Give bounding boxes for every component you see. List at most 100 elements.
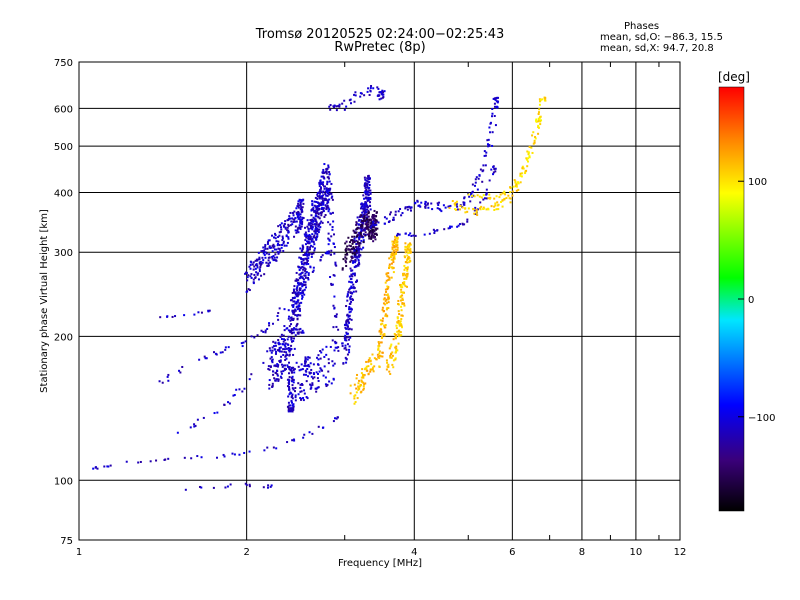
data-point — [399, 296, 402, 299]
data-point — [493, 197, 496, 200]
data-point — [184, 488, 187, 491]
data-point — [353, 274, 356, 277]
data-point — [298, 268, 301, 271]
data-point — [304, 364, 307, 367]
data-point — [287, 349, 290, 352]
data-point — [278, 251, 281, 254]
data-point — [344, 323, 347, 326]
data-point — [379, 333, 382, 336]
data-point — [290, 367, 293, 370]
data-point — [321, 254, 324, 257]
data-point — [288, 347, 291, 350]
data-point — [304, 243, 307, 246]
data-point — [515, 183, 518, 186]
data-point — [428, 232, 431, 235]
data-point — [365, 222, 368, 225]
data-point — [296, 285, 299, 288]
data-point — [367, 199, 370, 202]
data-point — [280, 228, 283, 231]
data-point — [321, 211, 324, 214]
data-point — [318, 194, 321, 197]
data-point — [394, 358, 397, 361]
data-point — [290, 220, 293, 223]
data-point — [321, 348, 324, 351]
data-point — [275, 447, 278, 450]
data-point — [350, 255, 353, 258]
data-point — [351, 247, 354, 250]
data-point — [397, 233, 400, 236]
data-point — [537, 120, 540, 123]
data-point — [450, 225, 453, 228]
data-point — [292, 381, 295, 384]
data-point — [283, 308, 286, 311]
data-point — [323, 163, 326, 166]
data-point — [444, 206, 447, 209]
data-point — [354, 253, 357, 256]
data-point — [245, 484, 248, 487]
data-point — [272, 236, 275, 239]
data-point — [294, 309, 297, 312]
data-point — [310, 368, 313, 371]
data-point — [371, 231, 374, 234]
data-point — [287, 378, 290, 381]
data-point — [289, 349, 292, 352]
data-point — [286, 338, 289, 341]
data-point — [537, 132, 540, 135]
data-point — [483, 197, 486, 200]
data-point — [534, 137, 537, 140]
data-point — [307, 262, 310, 265]
data-point — [353, 235, 356, 238]
data-point — [316, 356, 319, 359]
data-point — [317, 205, 320, 208]
data-point — [485, 151, 488, 154]
data-point — [319, 187, 322, 190]
data-point — [532, 131, 535, 134]
data-point — [271, 384, 274, 387]
data-point — [386, 361, 389, 364]
data-point — [268, 322, 271, 325]
data-point — [293, 368, 296, 371]
data-point — [359, 391, 362, 394]
data-point — [494, 167, 497, 170]
data-point — [174, 315, 177, 318]
data-point — [272, 373, 275, 376]
data-point — [322, 208, 325, 211]
data-point — [360, 248, 363, 251]
data-point — [326, 181, 329, 184]
data-point — [304, 239, 307, 242]
data-point — [385, 368, 388, 371]
data-point — [349, 384, 352, 387]
data-point — [424, 205, 427, 208]
data-point — [370, 221, 373, 224]
data-point — [296, 295, 299, 298]
data-point — [473, 212, 476, 215]
data-point — [383, 297, 386, 300]
data-point — [359, 92, 362, 95]
data-point — [537, 113, 540, 116]
data-point — [274, 253, 277, 256]
data-point — [474, 213, 477, 216]
data-point — [300, 206, 303, 209]
data-point — [358, 233, 361, 236]
data-point — [406, 272, 409, 275]
data-point — [303, 283, 306, 286]
data-point — [332, 326, 335, 329]
data-point — [493, 105, 496, 108]
data-point — [337, 349, 340, 352]
data-point — [320, 181, 323, 184]
data-point — [391, 351, 394, 354]
data-point — [249, 267, 252, 270]
data-point — [318, 192, 321, 195]
data-point — [295, 278, 298, 281]
data-point — [320, 207, 323, 210]
data-point — [273, 248, 276, 251]
data-point — [291, 309, 294, 312]
data-point — [341, 344, 344, 347]
data-point — [318, 196, 321, 199]
data-point — [304, 369, 307, 372]
data-point — [387, 298, 390, 301]
data-point — [288, 388, 291, 391]
data-point — [318, 183, 321, 186]
data-point — [298, 273, 301, 276]
data-point — [247, 288, 250, 291]
